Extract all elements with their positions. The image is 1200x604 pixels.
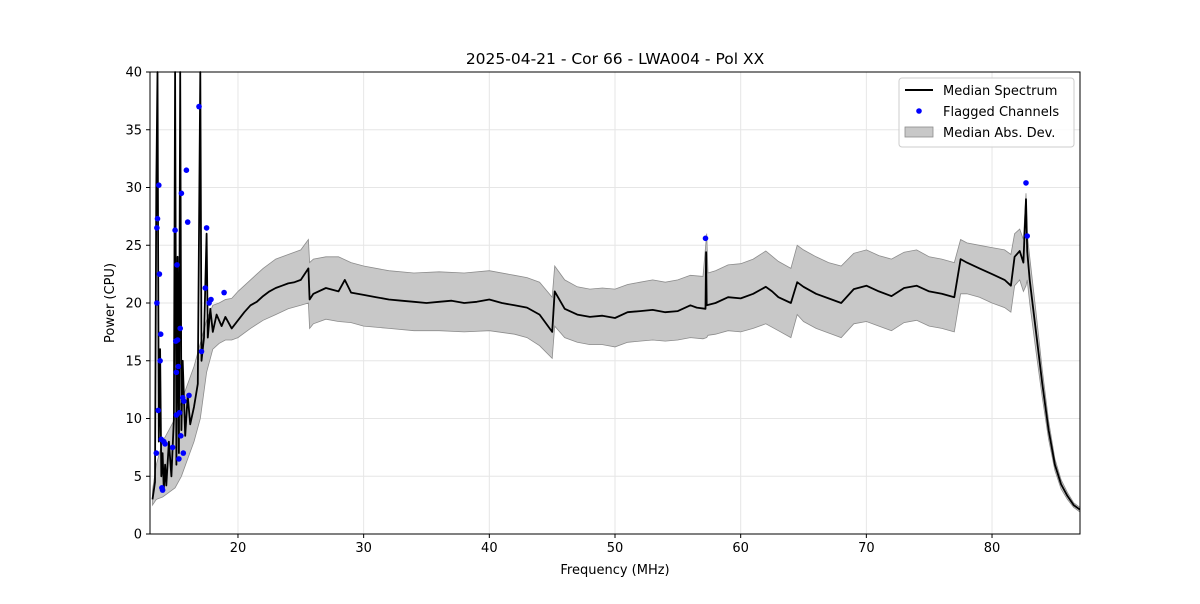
y-tick-label: 0 [134,528,142,543]
flagged-channel-point [159,487,166,493]
legend-flagged-swatch [916,108,922,114]
flagged-channel-point [156,271,163,277]
flagged-channel-point [181,398,187,405]
flagged-channel-point [174,262,180,268]
x-tick-label: 80 [984,541,1001,556]
x-tick-label: 20 [230,541,247,556]
x-tick-label: 30 [355,541,372,556]
flagged-channel-point [221,289,227,296]
flagged-channel-point [198,348,205,355]
legend-mad-swatch [904,126,934,138]
flagged-channel-point [180,450,187,456]
flagged-channel-point [202,285,209,291]
flagged-channel-point [169,444,176,451]
x-tick-label: 50 [607,541,624,556]
flagged-channel-point [153,450,160,456]
flagged-channel-point [702,235,709,242]
chart-title: 2025-04-21 - Cor 66 - LWA004 - Pol XX [466,50,765,68]
flagged-channel-point [155,407,161,414]
y-tick-label: 15 [125,354,142,369]
flagged-channel-point [157,331,164,338]
flagged-channel-point [208,296,214,303]
y-tick-label: 30 [125,181,142,196]
y-tick-label: 10 [125,412,142,427]
y-axis-ticks: 0 5 10 15 20 25 30 35 40 [125,66,150,543]
flagged-channel-point [178,190,185,197]
flagged-channel-point [154,215,161,222]
flagged-channel-point [173,369,180,376]
flagged-points-layer [153,103,1030,493]
y-tick-label: 35 [125,123,142,138]
x-axis-label: Frequency (MHz) [560,563,669,578]
legend-box [898,77,1075,148]
legend: Median Spectrum Flagged Channels Median … [898,77,1075,148]
y-tick-label: 5 [134,470,142,485]
flagged-channel-point [184,219,191,225]
y-tick-label: 25 [125,239,142,254]
flagged-channel-point [172,227,178,233]
legend-median-label: Median Spectrum [943,84,1057,99]
flagged-channel-point [154,300,160,306]
flagged-channel-point [162,441,168,447]
flagged-channel-point [176,409,183,416]
flagged-channel-point [157,358,163,364]
y-axis-label: Power (CPU) [103,263,118,343]
mad-band-layer [152,193,1081,513]
legend-mad-label: Median Abs. Dev. [943,126,1055,141]
flagged-channel-point [1024,233,1030,239]
x-tick-label: 40 [481,541,498,556]
flagged-channel-point [178,433,184,439]
flagged-channel-point [154,225,160,231]
flagged-channel-point [1023,180,1029,186]
x-tick-label: 60 [732,541,749,556]
x-tick-label: 70 [858,541,875,556]
x-axis-ticks: 20 30 40 50 60 70 80 [230,534,1001,556]
flagged-channel-point [174,337,181,343]
flagged-channel-point [156,182,162,188]
flagged-channel-point [176,456,182,462]
flagged-channel-point [175,363,182,370]
median-line-layer [151,71,1081,511]
flagged-channel-point [196,103,202,110]
flagged-channel-point [203,225,210,231]
flagged-channel-point [183,167,190,173]
y-tick-label: 40 [125,66,142,81]
legend-flagged-label: Flagged Channels [943,105,1059,120]
flagged-channel-point [186,392,192,399]
y-tick-label: 20 [125,297,142,312]
flagged-channel-point [177,325,183,332]
mad-band [152,193,1081,513]
median-spectrum-line [151,71,1081,511]
